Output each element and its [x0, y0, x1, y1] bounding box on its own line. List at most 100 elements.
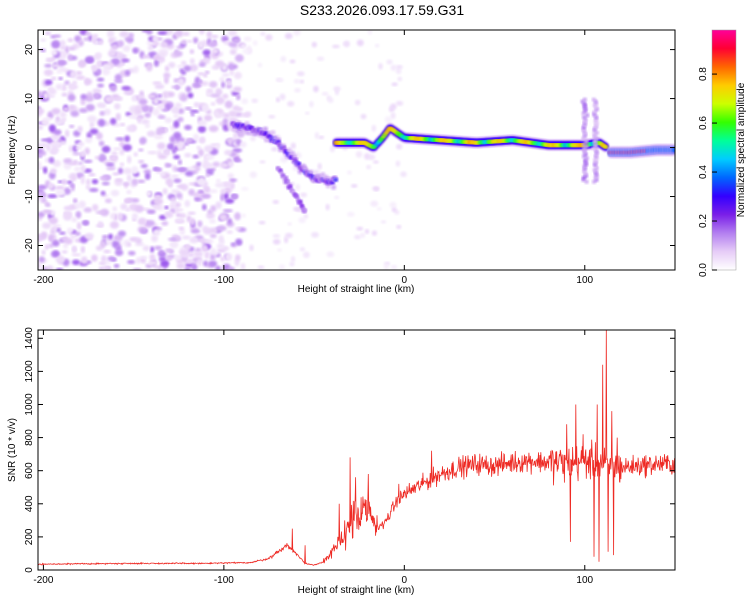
spectrogram-blob — [46, 144, 51, 152]
spectrogram-blob — [131, 213, 138, 220]
spectrogram-blob — [94, 53, 101, 60]
spectrogram-blob — [325, 203, 330, 211]
spectrogram-blob — [77, 141, 85, 147]
spectrogram-blob — [227, 161, 234, 168]
spectrogram-blob — [215, 201, 222, 210]
spectrogram-blob — [106, 30, 115, 38]
spectrogram-blob — [397, 76, 403, 82]
spectrogram-blob — [127, 32, 135, 38]
spectrogram-x-tick-label: 0 — [402, 275, 408, 286]
spectrogram-x-tick-label: -200 — [33, 275, 53, 286]
spectrogram-blob — [189, 64, 199, 72]
spectrogram-blob — [51, 240, 60, 247]
spectrogram-blob — [391, 207, 397, 213]
spectrogram-blob — [63, 158, 73, 164]
spectrogram-blob — [199, 30, 205, 35]
spectrogram-blob — [138, 148, 144, 152]
spectrogram-blob — [258, 220, 266, 225]
spectrogram-blob — [326, 251, 335, 258]
snr-y-tick-label: 800 — [24, 429, 35, 446]
spectrogram-blob — [43, 117, 52, 121]
spectrogram-blob — [56, 228, 62, 233]
spectrogram-blob — [67, 54, 73, 61]
spectrogram-blob — [67, 38, 74, 42]
spectrogram-blob — [117, 167, 124, 175]
colorbar: 0.0 0.2 0.4 0.6 0.8 Normalized spectral ampl… — [698, 29, 747, 277]
snr-series-line — [38, 330, 675, 566]
spectrogram-blob — [117, 230, 126, 237]
spectrogram-blob — [120, 123, 125, 127]
spectrogram-blob — [146, 130, 156, 137]
spectrogram-blob — [71, 173, 77, 182]
spectrogram-blob — [48, 235, 54, 242]
spectrogram-x-label: Height of straight line (km) — [298, 284, 415, 295]
spectrogram-blob — [137, 95, 146, 100]
spectrogram-blob — [229, 68, 235, 76]
spectrogram-blob — [163, 76, 169, 84]
spectrogram-blob — [157, 93, 163, 98]
spectrogram-blob — [227, 218, 233, 225]
spectrogram-blob — [158, 50, 167, 58]
spectrogram-blob — [190, 228, 201, 234]
spectrogram-blob — [293, 30, 301, 36]
snr-y-tick-label: 200 — [24, 528, 35, 545]
spectrogram-blob — [147, 260, 158, 266]
spectrogram-blob — [194, 196, 201, 202]
spectrogram-blob — [48, 182, 54, 189]
spectrogram-blob — [275, 97, 281, 103]
spectrogram-blob — [165, 248, 173, 253]
spectrogram-blob — [84, 147, 90, 155]
spectrogram-blob — [41, 198, 47, 203]
spectrogram-blob — [105, 238, 114, 246]
spectrogram-blob — [85, 57, 94, 64]
spectrogram-blob — [227, 30, 238, 37]
spectrogram-blob — [140, 163, 148, 169]
spectrogram-blob — [50, 168, 57, 174]
spectrogram-blob — [189, 109, 200, 114]
spectrogram-blob — [197, 40, 204, 49]
spectrogram-blob — [234, 212, 241, 221]
spectrogram-blob — [205, 173, 210, 178]
spectrogram-blob — [177, 141, 184, 150]
spectrogram-blob — [176, 64, 185, 68]
spectrogram-blob — [137, 117, 142, 124]
spectrogram-blob — [102, 67, 111, 76]
spectrogram-blob — [81, 150, 86, 157]
spectrogram-blob — [113, 96, 123, 101]
spectrogram-blob — [72, 160, 78, 164]
spectrogram-blob — [170, 200, 176, 207]
spectrogram-blob — [241, 213, 246, 218]
spectrogram-blob — [221, 35, 229, 43]
spectrogram-blob — [64, 80, 70, 85]
spectrogram-blob — [223, 186, 232, 194]
spectrogram-blob — [235, 138, 242, 146]
spectrogram-blob — [360, 232, 366, 238]
spectrogram-blob — [212, 161, 221, 167]
spectrogram-blob — [582, 97, 587, 102]
spectrogram-blob — [72, 152, 82, 156]
spectrogram-blob — [131, 166, 139, 175]
spectrogram-blob — [138, 159, 145, 164]
spectrogram-blob — [210, 93, 220, 98]
spectrogram-blob — [173, 178, 182, 183]
spectrogram-blob — [222, 192, 229, 200]
spectrogram-blob — [355, 151, 363, 158]
spectrogram-blob — [96, 60, 102, 69]
spectrogram-blob — [230, 242, 237, 247]
spectrogram-blob — [249, 171, 258, 179]
spectrogram-blob — [122, 45, 131, 52]
spectrogram-blob — [169, 240, 179, 249]
spectrogram-blob — [271, 146, 278, 152]
spectrogram-blob — [318, 135, 325, 139]
spectrogram-blob — [197, 72, 205, 76]
spectrogram-blob — [85, 103, 95, 112]
spectrogram-blob — [135, 237, 143, 245]
spectrogram-blob — [61, 179, 67, 185]
spectrogram-blob — [220, 188, 226, 195]
spectrogram-blob — [40, 138, 51, 142]
spectrogram-blob — [215, 96, 225, 105]
spectrogram-blob — [192, 192, 202, 198]
spectrogram-blob — [74, 203, 81, 209]
spectrogram-blob — [80, 176, 85, 185]
spectrogram-blob — [83, 207, 93, 213]
